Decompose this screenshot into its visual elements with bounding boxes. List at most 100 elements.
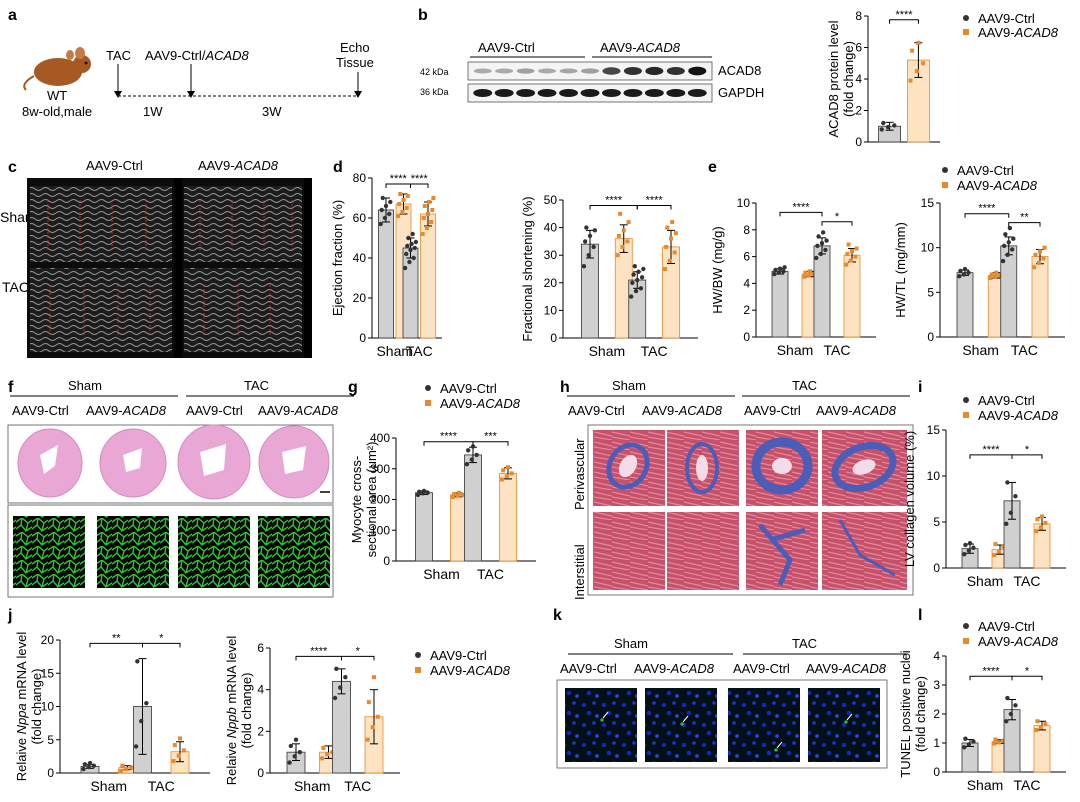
y-tick-label: 15 — [927, 423, 941, 437]
masson-inter-sham-acad8 — [667, 512, 739, 590]
y-axis-label: Relaive Nppb mRNA level(fold change) — [224, 636, 254, 786]
data-point — [636, 269, 641, 274]
data-point — [672, 250, 677, 255]
legend-ctrl-label: AAV9-Ctrl — [957, 163, 1014, 178]
y-tick-label: 15 — [41, 666, 55, 680]
data-point — [1004, 719, 1009, 724]
x-category-label: Sham — [423, 566, 460, 582]
data-point — [854, 246, 859, 251]
data-point — [993, 737, 998, 742]
data-point — [1038, 249, 1042, 254]
data-point — [824, 238, 829, 243]
data-point — [620, 244, 625, 249]
tunel-col-acad8-2: AAV9-ACAD8 — [806, 661, 887, 676]
data-point — [1035, 517, 1040, 522]
data-point — [885, 124, 891, 130]
bar — [956, 272, 974, 338]
significance-label: * — [159, 632, 164, 644]
y-tick-label: 100 — [370, 523, 390, 537]
data-point — [615, 253, 620, 258]
data-point — [1003, 232, 1008, 237]
y-axis-label: LV collagen volume (%) — [902, 431, 917, 567]
x-category-label: Sham — [90, 778, 127, 794]
mouse-label-wt: WT — [47, 88, 67, 103]
data-point — [988, 276, 993, 281]
data-point — [966, 548, 972, 553]
data-point — [464, 461, 470, 467]
legend-l: AAV9-Ctrl AAV9-ACAD8 — [963, 619, 1059, 649]
panel-letter-a: a — [8, 7, 17, 24]
data-point — [178, 736, 182, 741]
data-point — [591, 244, 596, 250]
data-point — [380, 195, 385, 201]
data-point — [509, 471, 514, 476]
timeline-echo: Echo — [340, 40, 370, 55]
data-point — [421, 216, 426, 220]
data-point — [811, 272, 816, 277]
x-category-label: Sham — [777, 342, 814, 358]
data-point — [82, 762, 88, 767]
data-point — [1000, 258, 1006, 264]
data-point — [411, 255, 416, 261]
y-tick-label: 2 — [257, 724, 264, 738]
timeline-tac: TAC — [106, 48, 131, 63]
data-point — [618, 211, 623, 216]
blot-size-42: 42 kDa — [420, 67, 449, 77]
y-tick-label: 6 — [855, 41, 862, 55]
significance-bracket — [1011, 454, 1043, 459]
y-tick-label: 0 — [550, 331, 557, 345]
data-point — [1034, 727, 1039, 732]
y-axis-label: HW/TL (mg/mm) — [893, 222, 908, 318]
significance-label: * — [356, 645, 361, 657]
masson-col-acad8-1: AAV9-ACAD8 — [642, 403, 723, 418]
legend-acad8-label: AAV9-ACAD8 — [978, 25, 1059, 40]
data-point — [997, 273, 1002, 278]
panel-letter-g: g — [348, 379, 358, 396]
data-point — [412, 245, 417, 251]
tunel-tac-ctrl — [728, 688, 800, 762]
data-point — [86, 764, 91, 770]
data-point — [670, 220, 675, 225]
data-point — [338, 685, 343, 690]
y-axis-label: Myocyte cross-sectional area (μm²) — [349, 442, 379, 558]
significance-label: **** — [982, 444, 1000, 456]
data-point — [422, 204, 427, 208]
timeline-interval-1w: 1W — [143, 104, 163, 119]
data-point — [630, 280, 635, 285]
data-point — [397, 202, 402, 206]
data-point — [996, 740, 1001, 745]
y-tick-label: 0 — [257, 766, 264, 780]
data-point — [846, 242, 851, 247]
x-category-label: TAC — [148, 778, 175, 794]
echo-tac-ctrl — [30, 268, 172, 352]
data-point — [1035, 719, 1040, 724]
legend-acad8-label: AAV9-ACAD8 — [957, 178, 1038, 193]
data-point — [819, 241, 825, 246]
y-tick-label: 2 — [933, 707, 940, 721]
data-point — [1043, 520, 1048, 525]
data-point — [806, 273, 811, 278]
data-point — [581, 264, 587, 269]
data-point — [908, 78, 913, 83]
significance-bracket — [636, 205, 672, 210]
x-category-label: TAC — [824, 342, 851, 358]
x-category-label: TAC — [1014, 777, 1041, 793]
data-point — [962, 266, 968, 272]
data-point — [404, 206, 409, 210]
band-gapdh-lane-3 — [516, 89, 536, 97]
data-point — [1033, 252, 1038, 257]
band-acad8-lane-5 — [559, 68, 578, 74]
significance-label: **** — [605, 195, 623, 207]
y-tick-label: 10 — [41, 700, 55, 714]
data-point — [808, 269, 812, 274]
panel-b-western-blot: AAV9-Ctrl AAV9-ACAD8 42 kDa 36 kDa ACAD8… — [420, 40, 764, 103]
y-axis-label: Relaive Nppa mRNA level(fold change) — [14, 632, 44, 782]
band-acad8-lane-11 — [688, 66, 707, 76]
y-tick-label: 15 — [921, 196, 935, 210]
data-point — [963, 736, 968, 741]
masson-col-acad8-2: AAV9-ACAD8 — [816, 403, 897, 418]
timeline-tissue: Tissue — [336, 55, 374, 70]
data-point — [1041, 256, 1046, 261]
